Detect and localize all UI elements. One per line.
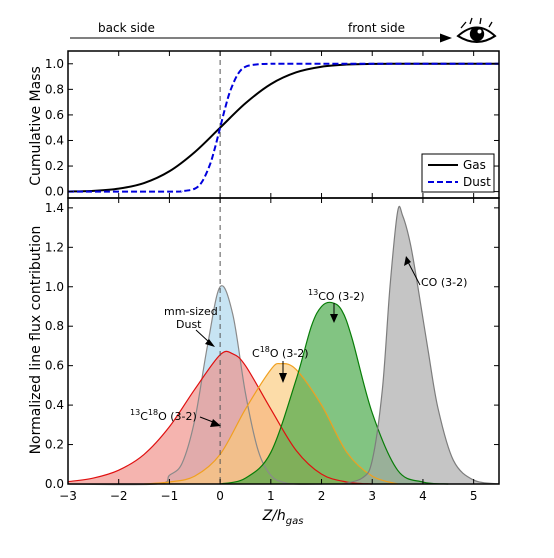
line-flux-panel: 0.0 0.2 0.4 0.6 0.8 1.0 1.2 1.4 −3 −2 −1 0 1 2 3 4 5 No… [28,197,500,527]
back-side-label: back side [98,21,155,35]
annotation-13c18o-arrow [199,416,214,423]
annotation-co-label: CO (3-2) [421,276,467,289]
bottom-y-tick-label-5: 1.0 [45,280,64,294]
area-c13o-outline [219,301,449,485]
annotation-13c18o-label: 13C18O (3-2) [130,408,197,423]
area-co-outline [341,205,500,485]
area-c13c18o-outline [67,350,373,485]
bottom-y-axis-label: Normalized line flux contribution [28,226,44,455]
bottom-y-tick-label-0: 0.0 [45,477,64,491]
bottom-x-tick-label-1: −2 [110,489,128,503]
bottom-x-tick-label-5: 2 [318,489,326,503]
top-y-axis-label: Cumulative Mass [28,66,44,186]
cumulative-mass-panel: 0.0 0.2 0.4 0.6 0.8 1.0 Cumulative Mass Gas D… [28,50,500,199]
x-axis-label: Z/hgas [262,508,304,527]
top-y-tick-label-1: 0.2 [45,159,64,173]
bottom-y-tick-label-6: 1.2 [45,240,64,254]
bottom-x-tick-label-3: 0 [216,489,224,503]
annotation-13co: 13CO (3-2) [308,288,365,323]
bottom-y-tick-label-2: 0.4 [45,398,64,412]
area-c18o-outline [144,362,398,485]
annotation-13c18o-arrowhead [210,419,221,427]
eye-icon [456,17,497,43]
bottom-y-tick-label-7: 1.4 [45,201,64,215]
bottom-y-tick-label-1: 0.2 [45,438,64,452]
direction-arrow-head [440,33,452,43]
bottom-x-tick-label-7: 4 [419,489,427,503]
area-dust-outline [67,285,322,486]
bottom-panel-frame [67,197,500,485]
annotation-c18o-arrowhead [279,373,287,383]
bottom-y-tick-label-4: 0.8 [45,319,64,333]
legend-box [421,153,495,193]
top-y-tick-label-0: 0.0 [45,185,64,199]
annotation-13co-arrowhead [330,314,338,323]
annotation-dust-label-1: mm-sized [164,305,218,318]
bottom-x-tick-label-0: −3 [59,489,77,503]
top-y-tick-label-2: 0.4 [45,133,64,147]
view-direction-header: back side front side [70,17,497,43]
front-side-label: front side [348,21,405,35]
annotation-dust: mm-sized Dust [164,305,218,347]
bottom-y-tick-label-3: 0.6 [45,359,64,373]
annotation-dust-label-2: Dust [176,318,202,331]
annotation-dust-arrowhead [205,339,215,347]
annotation-13co-label: 13CO (3-2) [308,288,365,303]
legend: Gas Dust [421,153,495,193]
annotation-13c18o: 13C18O (3-2) [130,408,221,427]
bottom-x-tick-label-6: 3 [368,489,376,503]
annotation-co-arrowhead [404,256,411,266]
annotation-co: CO (3-2) [404,256,467,289]
top-y-tick-label-3: 0.6 [45,108,64,122]
series-dust-line [67,62,499,193]
annotation-co-arrow [407,261,421,286]
annotation-c18o-label: C18O (3-2) [252,345,309,360]
bottom-x-tick-label-2: −1 [161,489,179,503]
bottom-x-tick-label-4: 1 [267,489,275,503]
area-co-fill [341,206,499,484]
bottom-x-tick-label-8: 5 [470,489,478,503]
legend-dust-label: Dust [463,175,491,189]
legend-gas-label: Gas [463,158,486,172]
top-y-tick-label-5: 1.0 [45,57,64,71]
top-y-tick-label-4: 0.8 [45,82,64,96]
annotation-c18o: C18O (3-2) [252,345,309,383]
annotation-dust-arrow [195,329,210,343]
